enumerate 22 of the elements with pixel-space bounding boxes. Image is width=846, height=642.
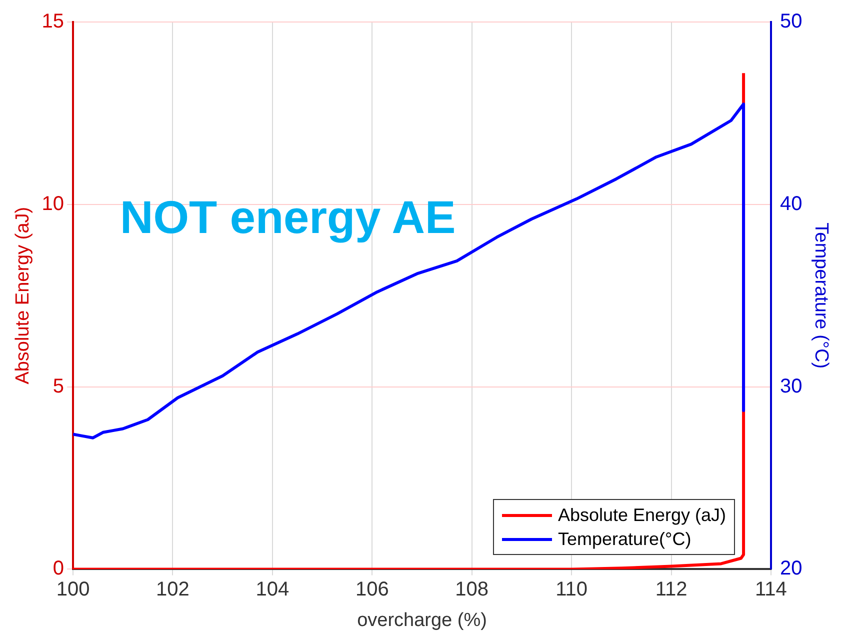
y2-tick-label: 30 [780,375,802,398]
x-tick-label: 102 [156,578,190,601]
x-tick-label: 106 [355,578,389,601]
y-tick-label: 0 [52,558,64,580]
y-axis-title: Absolute Energy (aJ) [12,206,34,384]
annotation: NOT energy AE [120,190,456,244]
x-tick-label: 114 [755,578,787,601]
x-tick-label: 104 [256,578,290,601]
legend-label: Temperature(°C) [558,528,692,552]
y-tick-label: 10 [42,192,64,215]
y2-tick-label: 50 [780,10,802,33]
x-tick-label: 108 [455,578,489,601]
x-tick-label: 110 [556,578,588,601]
y-tick-label: 5 [52,375,64,398]
y-tick-label: 15 [42,10,64,33]
y2-tick-label: 40 [780,192,802,215]
x-tick-label: 100 [56,578,90,601]
legend-label: Absolute Energy (aJ) [558,504,726,528]
x-axis-title: overcharge (%) [357,610,487,631]
x-tick-label: 112 [655,578,688,601]
y2-tick-label: 20 [780,558,802,580]
y2-axis-title: Temperature (°C) [810,222,832,369]
